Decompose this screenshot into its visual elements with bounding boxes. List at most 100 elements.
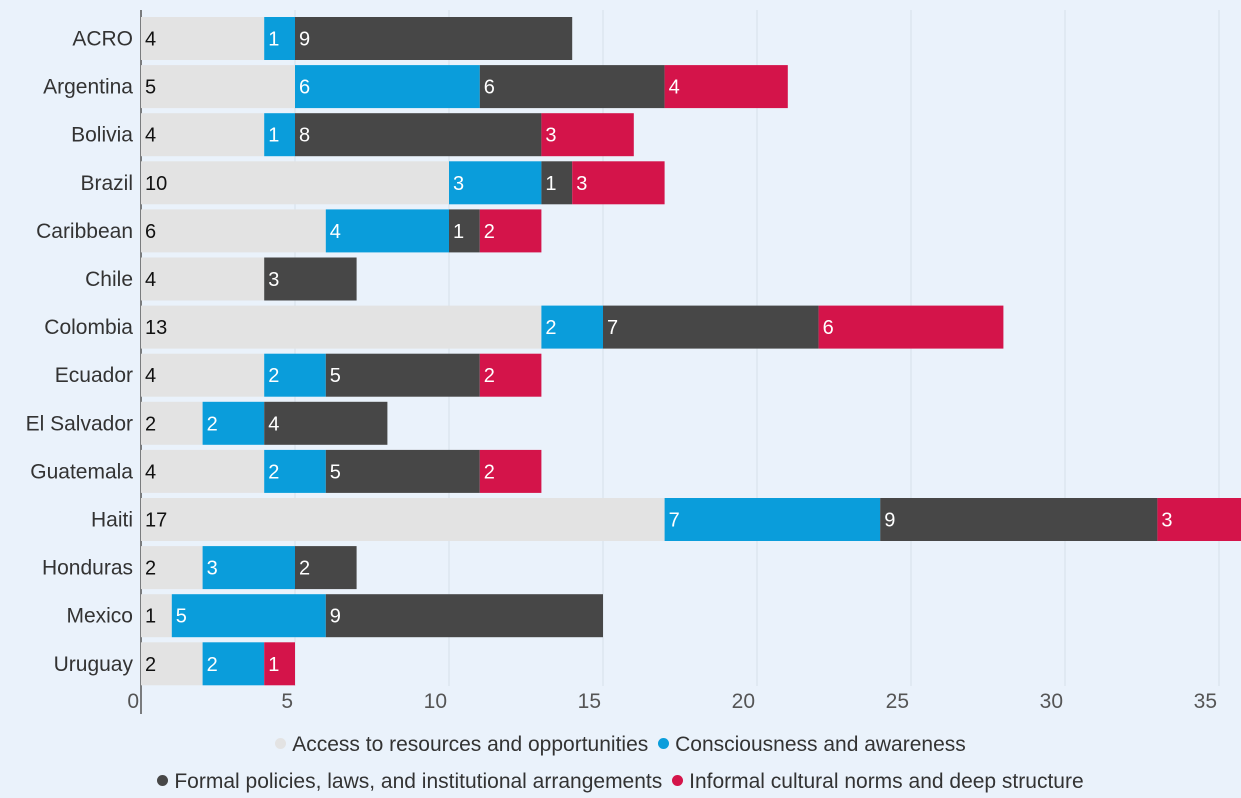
bar-label-caribbean-s1: 4 xyxy=(330,221,341,243)
category-label-uruguay: Uruguay xyxy=(54,653,134,676)
bar-segment-chile-s2 xyxy=(264,257,357,301)
bar-label-argentina-s1: 6 xyxy=(299,77,310,99)
bar-label-guatemala-s1: 2 xyxy=(268,461,279,483)
bar-label-ecuador-s3: 2 xyxy=(484,365,495,387)
x-tick-label-0: 0 xyxy=(127,690,139,713)
legend-row-2: Formal policies, laws, and institutional… xyxy=(0,770,1241,794)
bar-label-uruguay-s0: 2 xyxy=(145,654,156,676)
x-tick-label-5: 5 xyxy=(281,690,293,713)
bar-label-haiti-s0: 17 xyxy=(145,510,167,532)
bar-label-uruguay-s1: 2 xyxy=(207,654,218,676)
bar-label-brazil-s1: 3 xyxy=(453,173,464,195)
category-label-mexico: Mexico xyxy=(66,605,133,628)
legend-label-access: Access to resources and opportunities xyxy=(292,733,649,756)
bar-segment-bolivia-s3 xyxy=(541,113,634,157)
bar-label-mexico-s0: 1 xyxy=(145,606,156,628)
bar-segment-el-salvador-s2 xyxy=(264,401,388,445)
bar-label-ecuador-s0: 4 xyxy=(145,365,156,387)
bar-label-guatemala-s3: 2 xyxy=(484,461,495,483)
bar-segment-ecuador-s0 xyxy=(141,353,265,397)
bar-label-argentina-s0: 5 xyxy=(145,77,156,99)
bar-segment-mexico-s2 xyxy=(325,594,603,638)
bar-label-bolivia-s2: 8 xyxy=(299,125,310,147)
bar-segment-brazil-s1 xyxy=(449,161,542,205)
bar-label-acro-s0: 4 xyxy=(145,29,156,51)
category-label-chile: Chile xyxy=(85,268,133,291)
bar-label-chile-s2: 3 xyxy=(268,269,279,291)
legend-item-access[interactable]: Access to resources and opportunities xyxy=(275,733,648,757)
legend-marker-informal xyxy=(672,775,684,786)
legend-row-1: Access to resources and opportunities Co… xyxy=(0,733,1241,757)
bar-label-brazil-s2: 1 xyxy=(545,173,556,195)
legend-label-consciousness: Consciousness and awareness xyxy=(675,733,966,756)
legend-marker-access xyxy=(275,738,287,749)
bar-segment-caribbean-s1 xyxy=(325,209,449,253)
bar-segment-acro-s2 xyxy=(295,17,573,60)
bar-segment-brazil-s0 xyxy=(141,161,449,205)
legend-item-formal[interactable]: Formal policies, laws, and institutional… xyxy=(157,770,662,794)
bar-label-mexico-s1: 5 xyxy=(176,606,187,628)
legend-label-informal: Informal cultural norms and deep structu… xyxy=(689,770,1084,793)
legend-item-consciousness[interactable]: Consciousness and awareness xyxy=(658,733,966,757)
bar-segment-argentina-s3 xyxy=(664,65,788,109)
bar-segment-colombia-s0 xyxy=(141,305,542,349)
bar-label-caribbean-s0: 6 xyxy=(145,221,156,243)
category-label-brazil: Brazil xyxy=(80,172,133,195)
category-label-haiti: Haiti xyxy=(91,509,133,532)
legend-label-formal: Formal policies, laws, and institutional… xyxy=(174,770,663,793)
bar-label-colombia-s0: 13 xyxy=(145,317,167,339)
bar-segment-colombia-s3 xyxy=(818,305,1004,349)
bar-label-ecuador-s1: 2 xyxy=(268,365,279,387)
bar-label-uruguay-s3: 1 xyxy=(268,654,279,676)
bar-label-honduras-s0: 2 xyxy=(145,558,156,580)
bar-label-mexico-s2: 9 xyxy=(330,606,341,628)
bar-label-colombia-s3: 6 xyxy=(823,317,834,339)
bar-segment-chile-s0 xyxy=(141,257,265,301)
category-label-colombia: Colombia xyxy=(44,316,133,339)
bar-segment-uruguay-s0 xyxy=(141,642,203,686)
bar-label-guatemala-s0: 4 xyxy=(145,461,156,483)
bar-segment-acro-s0 xyxy=(141,17,265,60)
bar-segment-brazil-s3 xyxy=(572,161,665,205)
bar-label-brazil-s3: 3 xyxy=(576,173,587,195)
legend-item-informal[interactable]: Informal cultural norms and deep structu… xyxy=(672,770,1084,794)
bar-segment-argentina-s0 xyxy=(141,65,295,109)
bar-segment-argentina-s2 xyxy=(479,65,665,109)
category-label-ecuador: Ecuador xyxy=(55,364,133,387)
bar-segment-haiti-s3 xyxy=(1157,498,1241,541)
bar-segment-uruguay-s3 xyxy=(264,642,295,686)
bar-segment-caribbean-s3 xyxy=(479,209,542,253)
category-label-bolivia: Bolivia xyxy=(71,124,133,147)
bar-segment-ecuador-s3 xyxy=(479,353,542,397)
category-label-guatemala: Guatemala xyxy=(30,460,133,483)
bar-label-caribbean-s3: 2 xyxy=(484,221,495,243)
bar-segment-acro-s1 xyxy=(264,17,295,60)
bar-label-guatemala-s2: 5 xyxy=(330,461,341,483)
x-tick-label-30: 30 xyxy=(1040,690,1063,713)
x-tick-label-35: 35 xyxy=(1194,690,1217,713)
bar-segment-guatemala-s0 xyxy=(141,449,265,493)
x-tick-label-20: 20 xyxy=(732,690,755,713)
bar-segment-honduras-s0 xyxy=(141,546,203,590)
bar-segment-honduras-s1 xyxy=(202,546,295,590)
bar-segment-bolivia-s1 xyxy=(264,113,295,157)
bar-segment-haiti-s2 xyxy=(880,498,1158,541)
bar-label-haiti-s1: 7 xyxy=(669,510,680,532)
bar-segment-uruguay-s1 xyxy=(202,642,265,686)
bar-label-bolivia-s1: 1 xyxy=(268,125,279,147)
bar-segment-mexico-s1 xyxy=(171,594,326,638)
bar-segment-honduras-s2 xyxy=(295,546,357,590)
bar-label-bolivia-s0: 4 xyxy=(145,125,156,147)
bar-label-acro-s2: 9 xyxy=(299,29,310,51)
bar-label-haiti-s3: 3 xyxy=(1161,510,1172,532)
bar-label-chile-s0: 4 xyxy=(145,269,156,291)
bar-label-acro-s1: 1 xyxy=(268,29,279,51)
bar-segment-caribbean-s2 xyxy=(449,209,480,253)
bar-label-argentina-s2: 6 xyxy=(484,77,495,99)
bar-label-honduras-s2: 2 xyxy=(299,558,310,580)
bar-segment-bolivia-s2 xyxy=(295,113,542,157)
bar-label-argentina-s3: 4 xyxy=(669,77,680,99)
bar-segment-brazil-s2 xyxy=(541,161,573,205)
bar-label-haiti-s2: 9 xyxy=(884,510,895,532)
